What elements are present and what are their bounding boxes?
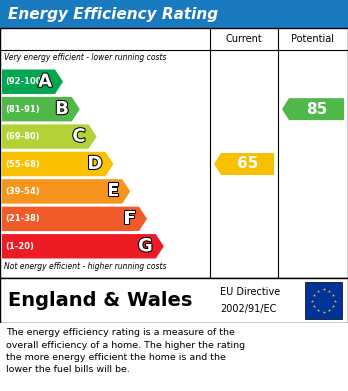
Bar <box>0 28 348 278</box>
Text: Potential: Potential <box>292 34 334 44</box>
Text: G: G <box>138 237 153 255</box>
Text: E: E <box>107 183 119 201</box>
Bar <box>305 282 342 319</box>
Text: (69-80): (69-80) <box>5 132 40 141</box>
Polygon shape <box>2 206 147 231</box>
Text: Current: Current <box>226 34 262 44</box>
Polygon shape <box>2 70 63 94</box>
Text: Energy Efficiency Rating: Energy Efficiency Rating <box>8 7 218 22</box>
Text: (55-68): (55-68) <box>5 160 40 169</box>
Text: (21-38): (21-38) <box>5 214 40 223</box>
Polygon shape <box>214 153 274 175</box>
Bar <box>0 0 348 28</box>
Text: (92-100): (92-100) <box>5 77 45 86</box>
Text: C: C <box>72 127 86 145</box>
Text: 65: 65 <box>237 156 259 172</box>
Polygon shape <box>2 179 130 204</box>
Polygon shape <box>2 234 164 258</box>
Text: (1-20): (1-20) <box>5 242 34 251</box>
Polygon shape <box>2 97 80 121</box>
Polygon shape <box>282 98 344 120</box>
Text: England & Wales: England & Wales <box>8 291 192 310</box>
Text: (81-91): (81-91) <box>5 105 40 114</box>
Text: EU Directive: EU Directive <box>220 287 280 298</box>
Text: Very energy efficient - lower running costs: Very energy efficient - lower running co… <box>4 53 166 62</box>
Text: D: D <box>87 155 102 173</box>
Text: (39-54): (39-54) <box>5 187 40 196</box>
Text: 85: 85 <box>306 102 327 117</box>
Polygon shape <box>2 124 97 149</box>
Text: B: B <box>55 100 69 118</box>
Text: 2002/91/EC: 2002/91/EC <box>220 303 276 314</box>
Text: F: F <box>124 210 136 228</box>
Bar <box>0 323 348 391</box>
Text: A: A <box>38 73 52 91</box>
Polygon shape <box>2 152 113 176</box>
Text: Not energy efficient - higher running costs: Not energy efficient - higher running co… <box>4 262 166 271</box>
Text: The energy efficiency rating is a measure of the
overall efficiency of a home. T: The energy efficiency rating is a measur… <box>6 328 245 375</box>
Bar <box>0 278 348 323</box>
